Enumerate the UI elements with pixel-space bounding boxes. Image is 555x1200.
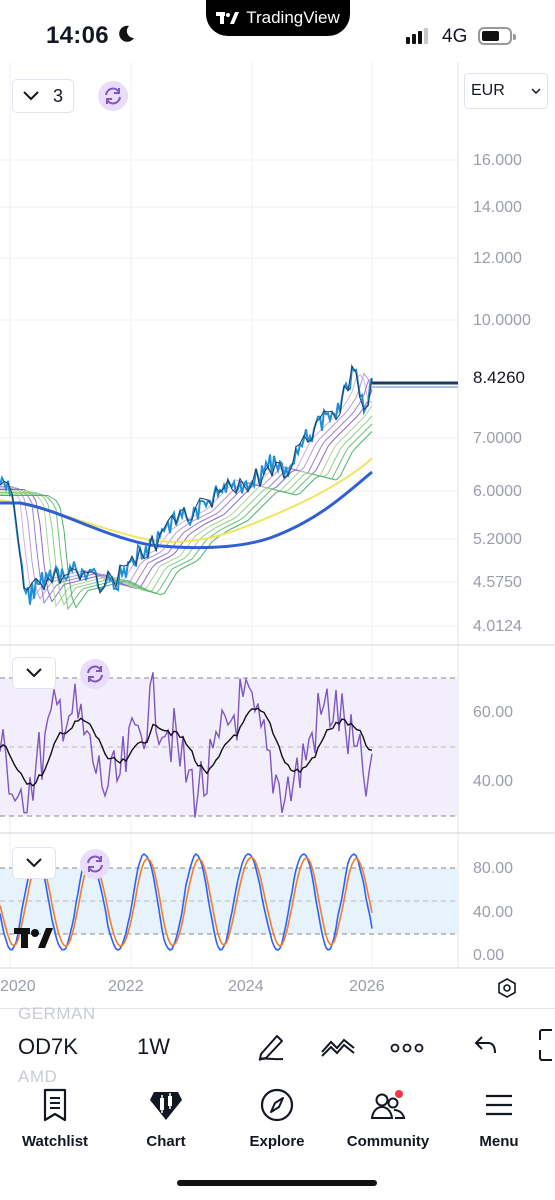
sync-icon [87, 855, 103, 873]
rsi-line [0, 672, 373, 818]
price-axis-label: 10.0000 [473, 312, 531, 329]
sync-button[interactable] [98, 81, 128, 111]
nav-label: Community [346, 1133, 430, 1150]
price-axis-label: 4.5750 [473, 574, 522, 591]
rsi-axis-label: 60.00 [473, 704, 514, 721]
rsi-sync-button[interactable] [80, 659, 110, 689]
battery-icon [478, 27, 516, 45]
sync-icon [87, 665, 103, 683]
ghost-symbol-below: AMD [18, 1067, 58, 1086]
nav-label: Chart [146, 1133, 186, 1150]
chevron-down-icon [26, 858, 42, 868]
indicators-icon[interactable] [320, 1034, 356, 1063]
nav-explore[interactable]: Explore [222, 1088, 332, 1150]
tradingview-logo-icon [216, 12, 240, 24]
ma-ribbon-line [0, 431, 373, 609]
time-axis-label: 2020 [0, 978, 36, 995]
nav-watchlist[interactable]: Watchlist [0, 1088, 110, 1150]
tradingview-watermark-icon [14, 928, 53, 948]
chevron-down-icon [23, 91, 39, 101]
stoch-d-line [0, 856, 373, 948]
rsi-axis-label: 40.00 [473, 773, 514, 790]
stoch-axis-label: 40.00 [473, 904, 514, 921]
stoch-collapse-button[interactable] [12, 847, 56, 879]
ma-ribbon-line [0, 377, 373, 605]
symbol-button[interactable]: OD7K [18, 1034, 78, 1059]
network-type: 4G [442, 26, 468, 47]
price-axis-label: 12.000 [473, 250, 522, 267]
toolbar-divider [0, 1008, 555, 1009]
ma-ribbon-line [0, 405, 373, 608]
ma-ribbon-line [0, 423, 373, 611]
nav-menu[interactable]: Menu [444, 1088, 554, 1150]
stoch-axis-label: 0.00 [473, 947, 505, 964]
price-axis-label: 14.000 [473, 199, 522, 216]
nav-label: Explore [249, 1133, 305, 1150]
nav-label: Watchlist [21, 1133, 89, 1150]
price-axis-label: 7.0000 [473, 430, 522, 447]
settings-hexagon-icon[interactable] [496, 977, 518, 1004]
watchlist-icon [43, 1088, 67, 1122]
signal-icon [406, 28, 428, 44]
drawing-pen-icon[interactable] [255, 1030, 287, 1067]
rsi-collapse-button[interactable] [12, 657, 56, 689]
rsi-ma-line [0, 707, 373, 787]
stoch-k-line [0, 852, 373, 951]
fullscreen-icon[interactable] [538, 1028, 555, 1067]
stoch-axis-label: 80.00 [473, 860, 514, 877]
nav-community[interactable]: Community [333, 1088, 443, 1150]
menu-icon [486, 1094, 512, 1116]
sync-icon [105, 87, 121, 105]
explore-icon [260, 1088, 294, 1122]
chart-icon [150, 1092, 182, 1120]
nav-chart[interactable]: Chart [111, 1088, 221, 1150]
undo-icon[interactable] [474, 1034, 498, 1061]
chart-canvas[interactable] [0, 62, 555, 997]
time-axis-label: 2024 [228, 978, 264, 995]
status-time: 14:06 [46, 22, 109, 49]
current-price-label: 8.4260 [473, 368, 525, 387]
chevron-down-icon [26, 668, 42, 678]
app-name: TradingView [246, 8, 340, 27]
stoch-sync-button[interactable] [80, 849, 110, 879]
time-axis-label: 2026 [349, 978, 385, 995]
price-axis-label: 5.2000 [473, 531, 522, 548]
chevron-down-icon [531, 88, 541, 94]
layout-count: 3 [52, 85, 63, 106]
more-options-icon[interactable] [390, 1040, 424, 1058]
currency-value: EUR [471, 82, 505, 99]
dynamic-island: TradingView [206, 0, 350, 36]
layout-collapse-button[interactable]: 3 [12, 79, 74, 113]
time-axis-label: 2022 [108, 978, 144, 995]
currency-select[interactable]: EUR [464, 73, 548, 109]
price-axis-label: 16.000 [473, 152, 522, 169]
sma-long-line [0, 470, 373, 550]
ghost-symbol-above: GERMAN [18, 1004, 96, 1023]
price-axis-label: 6.0000 [473, 483, 522, 500]
timeframe-button[interactable]: 1W [137, 1034, 170, 1059]
community-icon [370, 1090, 406, 1119]
ma-ribbon-line [0, 415, 373, 606]
nav-label: Menu [479, 1133, 519, 1150]
moon-icon [116, 24, 136, 49]
home-indicator[interactable] [177, 1180, 377, 1186]
price-line-dark [0, 364, 373, 595]
price-axis-label: 4.0124 [473, 618, 522, 635]
